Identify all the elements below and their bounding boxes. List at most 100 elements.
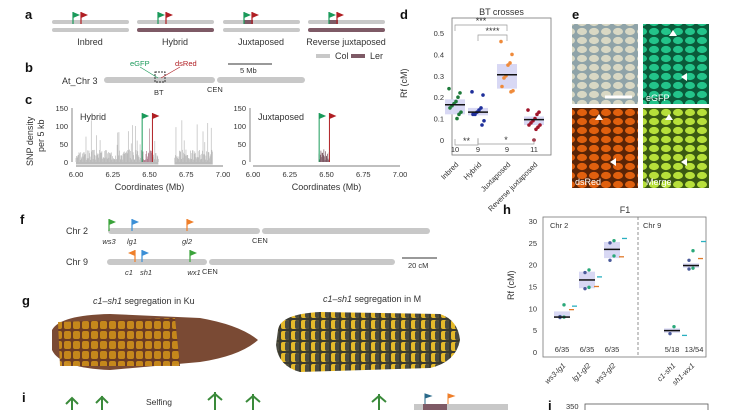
y-tick-label: 50 [60, 140, 68, 149]
legend-col: Col [335, 51, 349, 61]
significance-label: **** [485, 26, 500, 36]
dsred-leader-line [160, 66, 181, 79]
y-axis-label: Rf (cM) [399, 69, 409, 99]
col-track [174, 162, 213, 165]
count-label: 11 [530, 145, 538, 154]
panel-label-a: a [25, 7, 33, 22]
category-label: Reverse juxtaposed [486, 160, 539, 213]
count-label: 9 [505, 145, 509, 154]
data-point [509, 90, 513, 94]
data-point [608, 241, 612, 245]
count-label: 6/35 [580, 345, 595, 354]
panel-h-chart: F1 Chr 2 Chr 9 Rf (cM) 0 5 10 15 20 25 30 6/35 ws3-l… [506, 205, 707, 387]
significance-bracket [477, 138, 535, 145]
x-tick-label: 6.75 [179, 170, 194, 179]
egfp-flag-icon [158, 12, 165, 18]
group-label: Juxtaposed [238, 37, 284, 47]
panel-label-j: j [547, 398, 552, 410]
chr2-arm [262, 228, 430, 234]
m-title: c1–sh1 segregation in M [323, 294, 421, 304]
panel-label-f: f [20, 212, 25, 227]
group-label: Hybrid [162, 37, 188, 47]
y-tick-label: 150 [233, 104, 246, 113]
data-point [612, 238, 616, 243]
i-ler-segment [423, 404, 447, 410]
seed-image-brightfield [572, 24, 638, 104]
x-tick-label: 6.00 [246, 170, 261, 179]
haplotype-top [308, 20, 385, 24]
category-label: ws3-gl2 [593, 360, 618, 385]
data-point [455, 116, 459, 121]
arrowhead-icons [595, 30, 687, 166]
panel-label-h: h [503, 202, 511, 217]
data-point [535, 112, 539, 117]
egfp-leader-line [139, 66, 159, 79]
data-point [687, 258, 691, 262]
group-label: Chr 2 [550, 221, 568, 230]
gene-flag-icon [190, 250, 197, 256]
y-tick-label: 15 [529, 283, 537, 292]
gene-flag-icon [109, 219, 116, 225]
cen-label: CEN [207, 85, 223, 94]
significance-bracket [454, 24, 508, 31]
plot-title: Hybrid [80, 112, 106, 122]
data-point [583, 270, 587, 275]
data-point [562, 303, 566, 307]
data-point [687, 267, 691, 271]
panel-label-i: i [22, 390, 26, 405]
egfp-flag-icon [73, 12, 80, 18]
y-tick-label: 5 [533, 326, 537, 335]
data-point [510, 52, 514, 57]
box [554, 311, 570, 318]
orange-flag-icon [447, 393, 456, 404]
gene-label: gl2 [182, 237, 193, 246]
count-label: 9 [476, 145, 480, 154]
data-point [672, 324, 676, 329]
y-tick-label: 0.1 [434, 115, 444, 124]
chr2-cen: CEN [252, 236, 268, 245]
y-tick-label: 0 [440, 136, 444, 145]
y-tick-label: 50 [238, 140, 246, 149]
gene-label: sh1 [140, 268, 152, 277]
x-tick-label: 6.25 [282, 170, 297, 179]
legend-ler: Ler [370, 51, 383, 61]
blue-flag-icon [424, 393, 433, 404]
data-point [526, 108, 530, 112]
category-label: lg1-gl2 [570, 360, 593, 383]
chr9-arm [209, 259, 395, 265]
group-label: Chr 9 [643, 221, 661, 230]
data-point [534, 127, 538, 132]
data-point [691, 248, 695, 253]
count-label: 6/35 [555, 345, 570, 354]
gene-flag-icon [128, 250, 135, 256]
significance-label: ** [463, 136, 471, 146]
dsred-flag-icon [252, 12, 259, 18]
y-tick-label: 0 [533, 348, 537, 357]
egfp-image-label: eGFP [646, 93, 670, 103]
x-tick-label: 7.00 [216, 170, 231, 179]
egfp-flag-icon [329, 12, 336, 18]
egfp-flag-icon [244, 12, 251, 18]
chr9-cen: CEN [202, 267, 218, 276]
gene-label: lg1 [127, 237, 137, 246]
scale-label: 5 Mb [240, 66, 257, 75]
haplotype-top [223, 20, 300, 24]
haplotype-bottom [308, 28, 385, 32]
y-tick-label: 0 [64, 158, 68, 167]
data-point [608, 258, 612, 262]
dsred-image-label: dsRed [575, 177, 601, 187]
seed-image-egfp [643, 24, 709, 104]
haplotype-top [137, 20, 214, 24]
seed-image-dsred [572, 108, 638, 188]
data-point [500, 84, 504, 89]
x-tick-label: 7.00 [393, 170, 408, 179]
data-point [480, 123, 484, 127]
ler-segment [244, 20, 253, 24]
panel-a-haplotypes: Inbred Hybrid Juxtaposed Reverse juxtaposed [52, 12, 386, 47]
egfp-flag-icon [319, 113, 327, 119]
data-point [456, 95, 460, 99]
seed-image-merge [643, 108, 709, 188]
y-tick-label: 0.2 [434, 93, 444, 102]
